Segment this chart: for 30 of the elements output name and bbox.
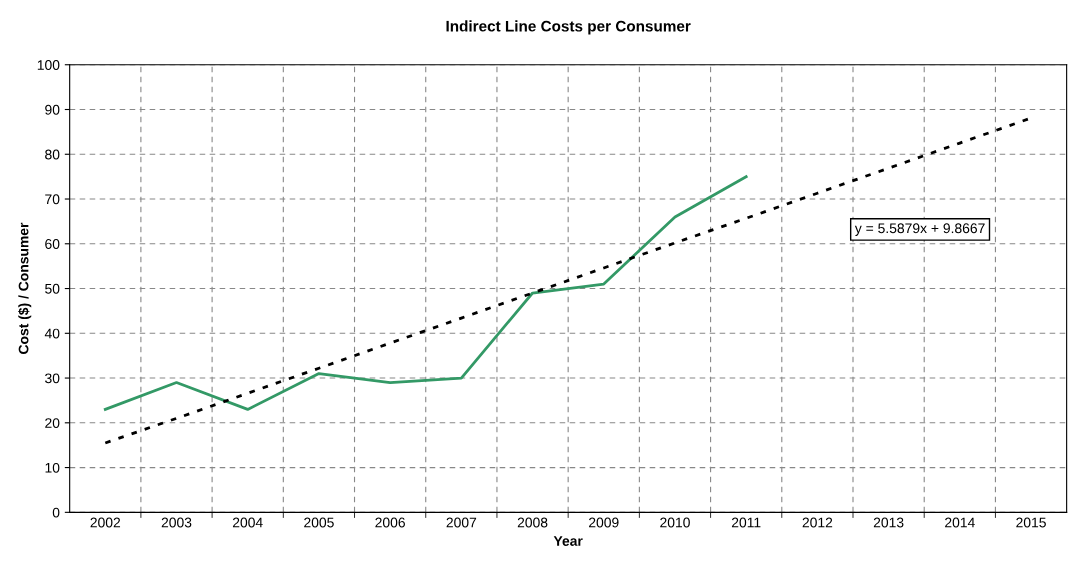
y-tick-label: 100 (37, 60, 60, 70)
y-tick-label: 70 (45, 194, 60, 205)
x-tick-label: 2006 (375, 517, 405, 528)
y-tick-label: 10 (45, 462, 60, 473)
x-tick-label: 2009 (589, 517, 619, 528)
x-tick-label: 2013 (873, 517, 904, 528)
x-tick-label: 2003 (161, 517, 192, 528)
x-axis-title: Year (553, 536, 583, 546)
y-tick-label: 0 (52, 507, 60, 518)
chart-title: Indirect Line Costs per Consumer (446, 20, 691, 35)
y-axis-title: Cost ($) / Consumer (18, 222, 32, 354)
x-tick-label: 2015 (1016, 517, 1046, 528)
x-tick-label: 2002 (90, 517, 121, 528)
x-tick-label: 2007 (446, 517, 477, 528)
x-tick-label: 2008 (517, 517, 548, 528)
y-tick-label: 30 (45, 373, 60, 384)
x-tick-label: 2004 (232, 517, 263, 528)
x-tick-label: 2005 (304, 517, 334, 528)
x-tick-label: 2011 (731, 517, 761, 528)
line-series (103, 175, 748, 411)
x-tick-label: 2014 (945, 517, 975, 528)
annotation: y = 5.5879x + 9.8667 (854, 223, 985, 236)
y-tick-label: 50 (45, 283, 60, 294)
y-tick-label: 40 (44, 328, 60, 339)
x-tick-label: 2010 (660, 517, 690, 528)
y-tick-label: 80 (45, 149, 60, 160)
y-tick-label: 60 (45, 239, 60, 249)
x-tick-label: 2012 (802, 517, 833, 528)
y-tick-label: 20 (45, 418, 60, 428)
y-tick-label: 90 (45, 104, 60, 115)
